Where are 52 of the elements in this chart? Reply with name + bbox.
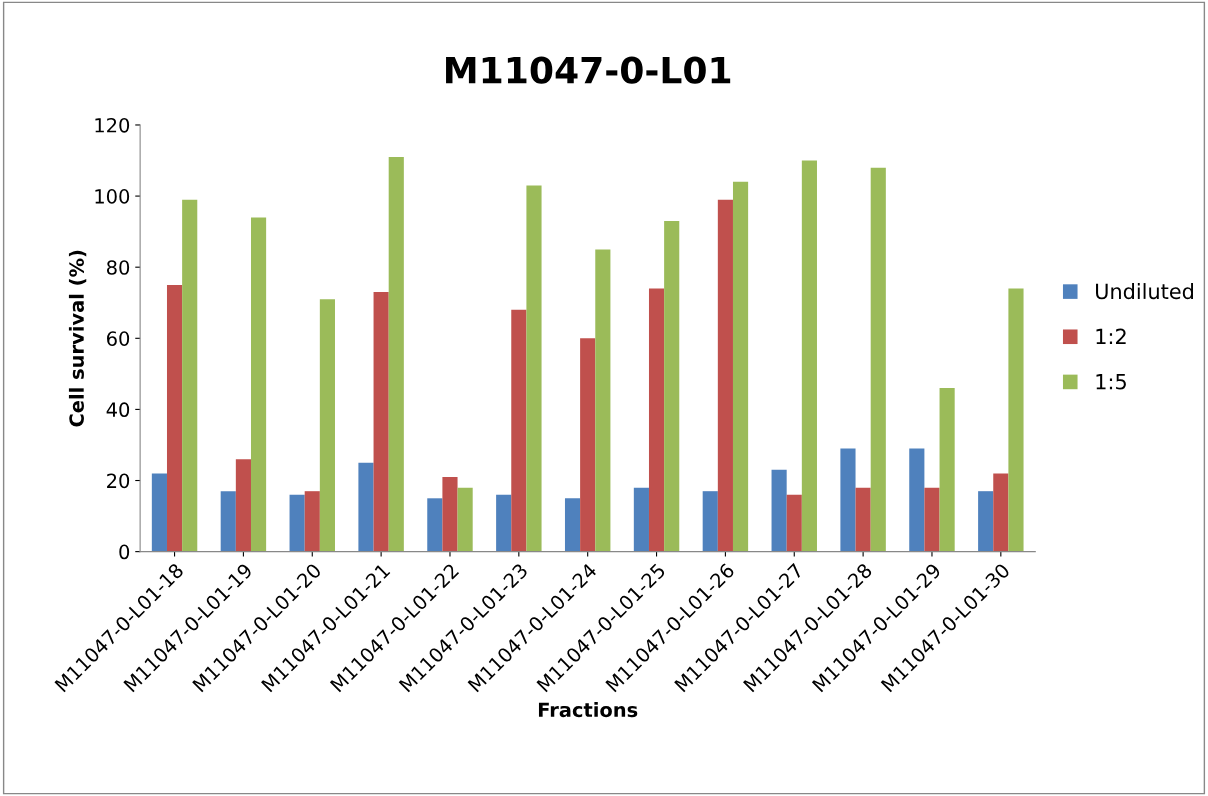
bar — [648, 288, 665, 552]
y-tick-label: 40 — [106, 402, 130, 418]
bar — [442, 476, 458, 552]
bar — [702, 491, 718, 552]
legend-label: Undiluted — [1096, 283, 1193, 300]
bar — [1008, 288, 1024, 552]
bar — [595, 249, 611, 552]
bar — [771, 469, 787, 552]
bar — [427, 498, 443, 552]
y-tick-label: 120 — [95, 117, 130, 133]
y-tick-label: 0 — [119, 544, 130, 560]
bar — [978, 491, 994, 552]
y-tick-label: 80 — [106, 260, 130, 275]
bar — [220, 491, 236, 552]
bar — [664, 220, 680, 552]
bar — [319, 299, 335, 552]
bar — [717, 199, 733, 552]
bar — [373, 292, 389, 552]
bar — [993, 473, 1009, 552]
bar — [289, 494, 305, 552]
bar — [511, 309, 527, 552]
bar — [855, 487, 871, 552]
y-axis-title: Cell survival (%) — [68, 250, 87, 427]
bar — [388, 156, 404, 552]
y-tick-label: 60 — [107, 331, 130, 346]
legend-label: 1:5 — [1096, 374, 1126, 390]
bar — [564, 498, 581, 552]
y-tick-label: 20 — [107, 473, 130, 489]
x-axis-title: Fractions — [538, 702, 638, 718]
bar — [924, 487, 940, 552]
bar — [840, 448, 856, 552]
bar — [633, 487, 649, 552]
bar — [801, 160, 817, 552]
bar — [496, 494, 512, 552]
bar — [304, 491, 320, 552]
bar — [182, 199, 198, 552]
bar — [235, 459, 251, 552]
bar — [250, 217, 267, 552]
bar — [580, 338, 596, 552]
bar — [457, 487, 473, 552]
bar — [870, 167, 886, 552]
bar — [909, 448, 925, 552]
bar — [151, 473, 167, 552]
chart-title: M11047-0-L01 — [446, 56, 731, 84]
bar — [732, 181, 749, 552]
y-tick-label: 100 — [95, 189, 130, 204]
bar — [166, 284, 183, 552]
bar — [358, 462, 374, 552]
legend-label: 1:2 — [1096, 328, 1126, 345]
bar — [526, 185, 542, 552]
bar — [786, 494, 802, 552]
bar — [939, 388, 955, 552]
